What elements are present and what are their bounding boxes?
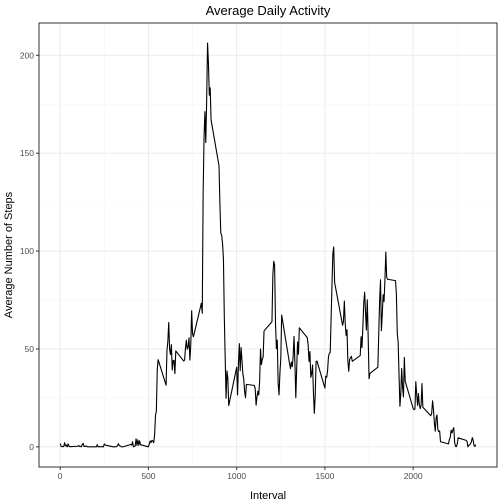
y-tick-label: 50: [25, 344, 35, 354]
x-tick-label: 1500: [315, 471, 334, 481]
y-axis-ticks: 0 50 100 150 200: [20, 50, 39, 452]
y-tick-label: 150: [20, 148, 34, 158]
x-tick-label: 500: [141, 471, 155, 481]
y-tick-label: 200: [20, 50, 34, 60]
panel-border: [38, 22, 498, 468]
series-line: [59, 42, 477, 448]
y-axis-title: Average Number of Steps: [3, 191, 15, 318]
chart-title: Average Daily Activity: [206, 3, 331, 18]
x-axis-title: Interval: [250, 490, 286, 502]
x-axis-ticks: 0 500 1000 1500 2000: [58, 467, 423, 481]
series-layer: [59, 42, 477, 448]
y-tick-label: 0: [29, 442, 34, 452]
major-gridlines: [39, 23, 497, 467]
minor-gridlines: [39, 23, 497, 467]
y-tick-label: 100: [20, 246, 34, 256]
x-tick-label: 1000: [227, 471, 246, 481]
x-tick-label: 0: [58, 471, 63, 481]
x-tick-label: 2000: [404, 471, 423, 481]
